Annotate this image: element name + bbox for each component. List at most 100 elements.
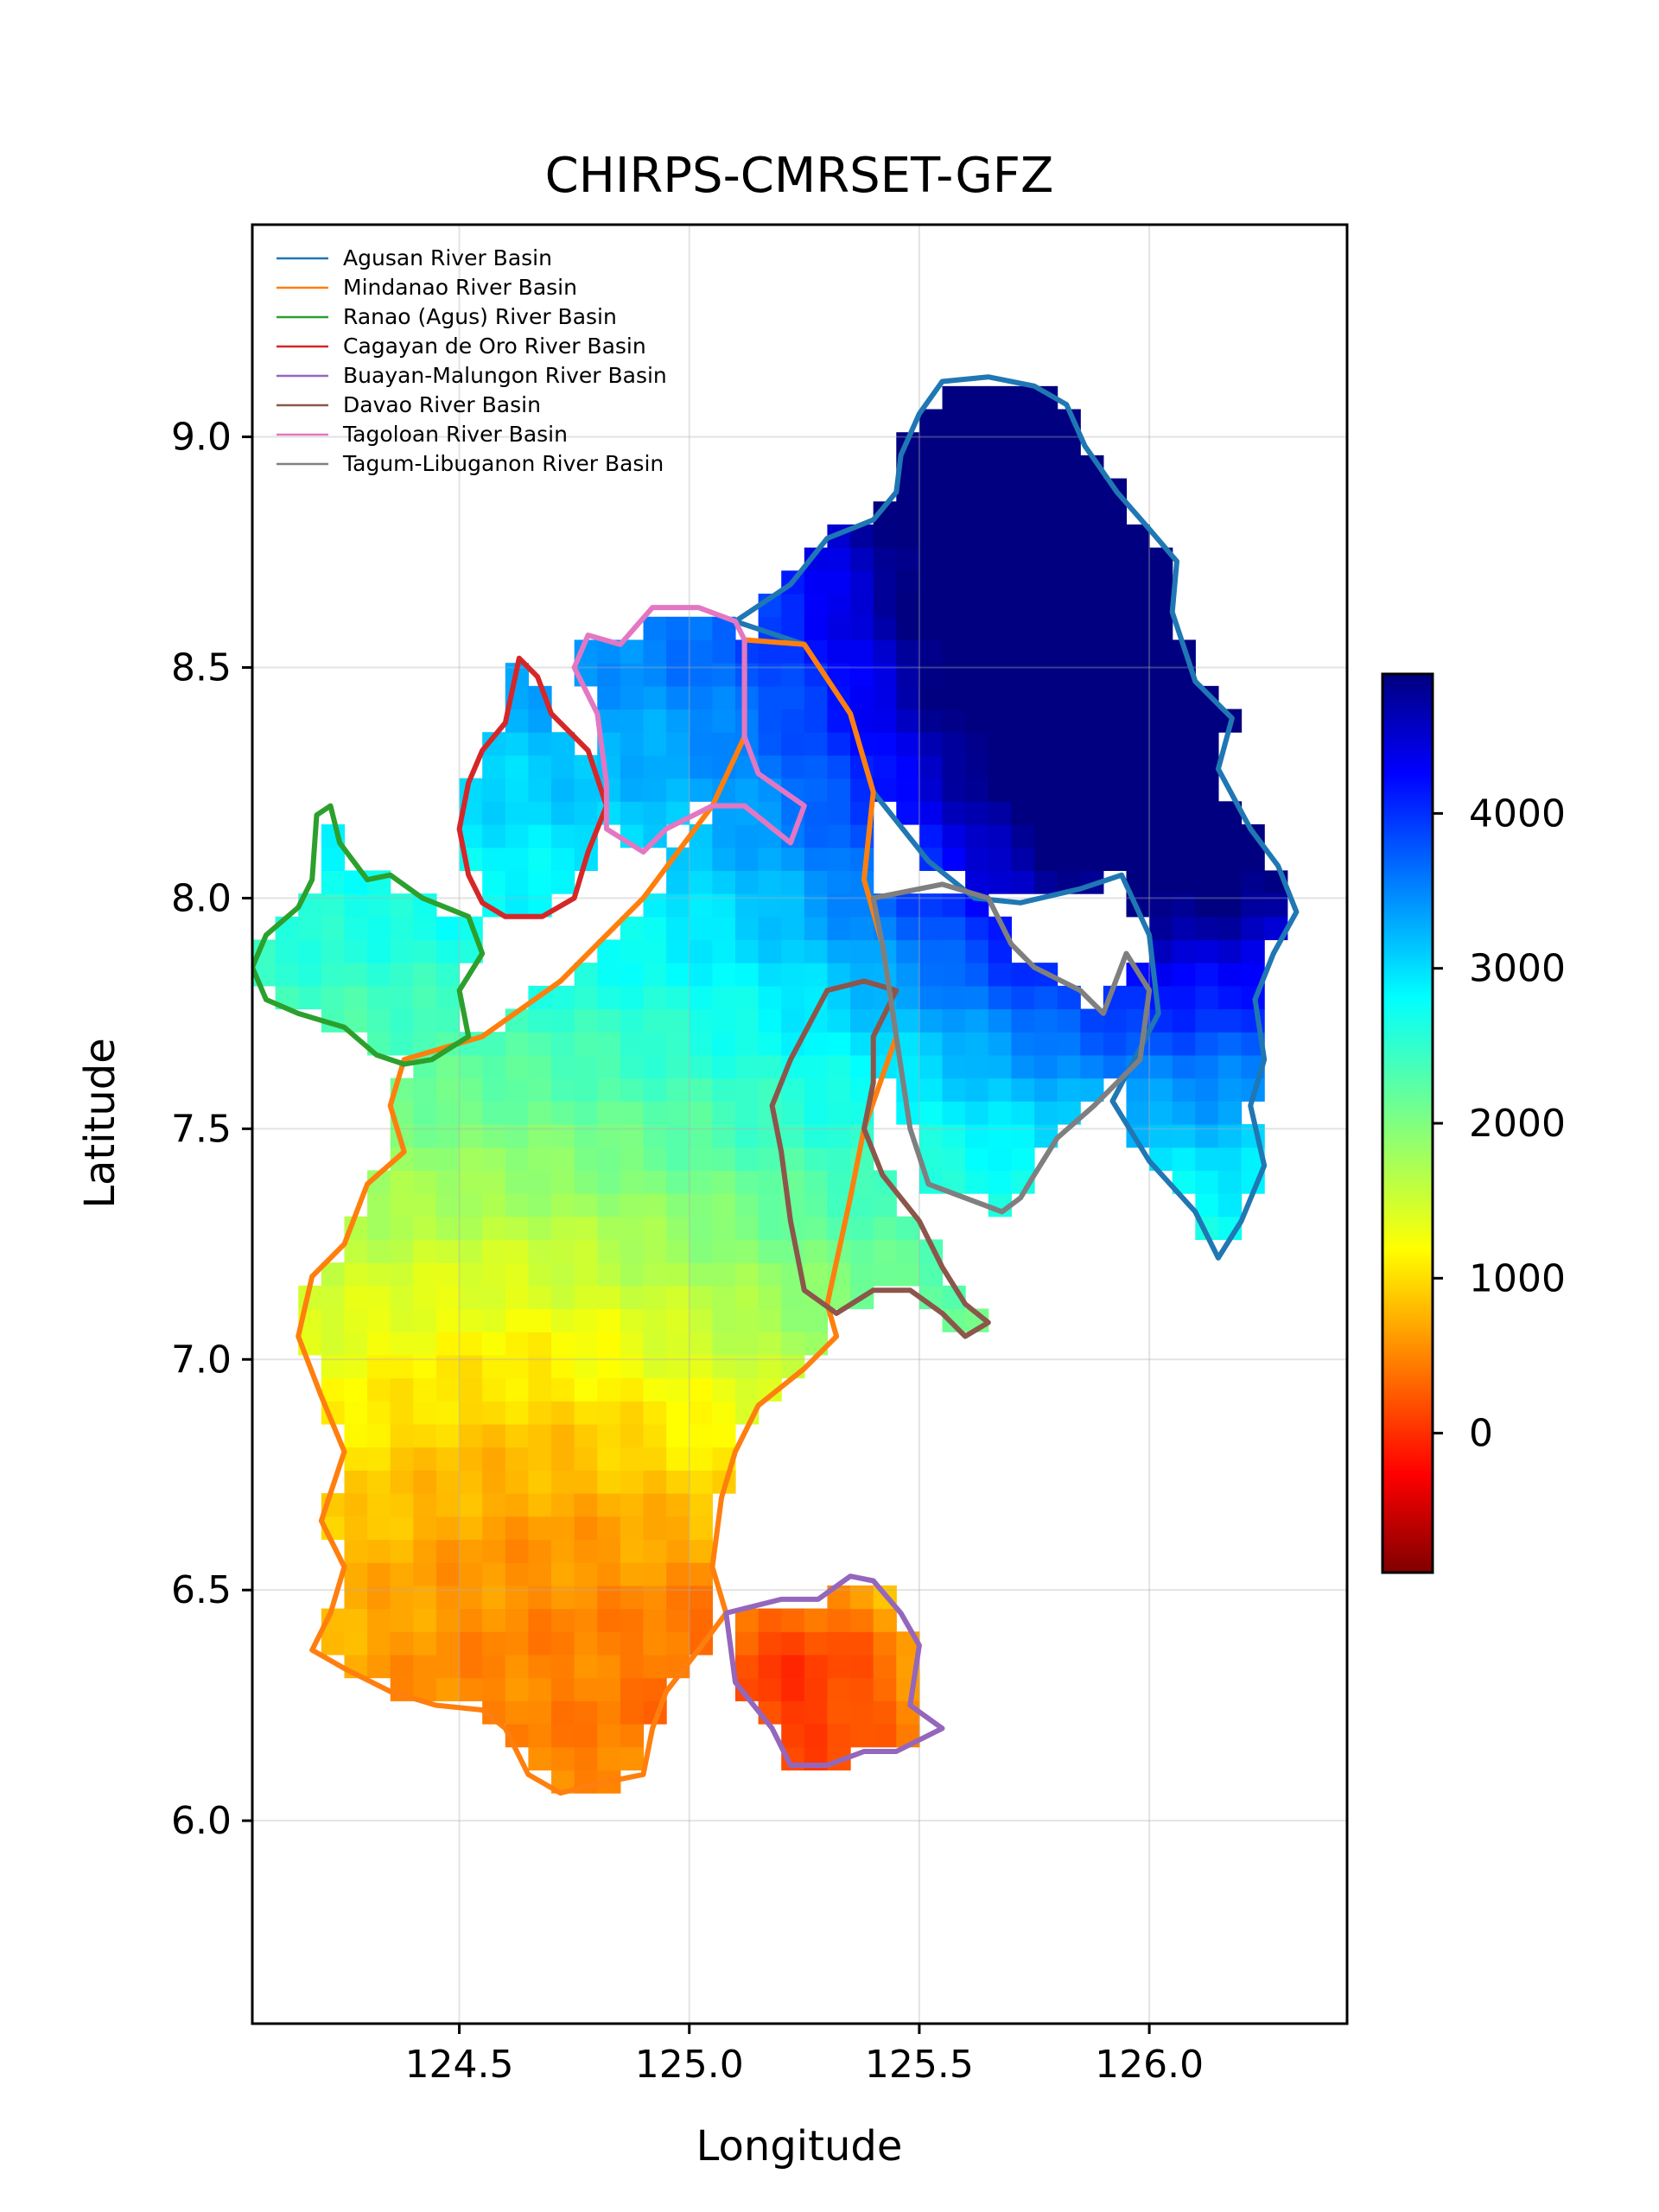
raster-cell [597,1608,621,1632]
raster-cell [643,1193,667,1217]
raster-cell [435,963,461,987]
raster-cell [574,1124,598,1148]
raster-cell [918,963,944,987]
raster-cell [505,1285,530,1310]
raster-cell [942,963,966,987]
raster-cell [505,778,530,802]
raster-cell [1080,685,1104,710]
raster-cell [1172,1077,1196,1102]
raster-cell [689,893,713,918]
raster-cell [734,870,760,894]
raster-cell [505,1332,530,1356]
raster-cell [643,893,667,918]
raster-cell [666,985,690,1010]
raster-cell [344,916,368,941]
raster-cell [505,870,530,894]
legend-entry: Agusan River Basin [343,245,552,270]
raster-cell [1057,1032,1081,1056]
raster-cell [689,778,713,802]
raster-cell [896,570,920,594]
raster-cell [620,801,645,825]
raster-cell [689,685,713,710]
raster-cell [965,478,989,502]
raster-cell [918,1101,944,1125]
raster-cell [712,1170,736,1194]
raster-cell [482,1216,506,1241]
raster-cell [620,1216,645,1241]
raster-cell [597,1585,621,1610]
raster-cell [620,1700,645,1725]
raster-cell [896,639,920,664]
raster-cell [1103,754,1128,779]
raster-cell [827,1724,851,1748]
raster-cell [643,1054,667,1079]
raster-cell [528,1608,552,1632]
raster-cell [689,616,713,641]
raster-cell [1080,778,1104,802]
raster-cell [413,1585,437,1610]
raster-cell [712,1008,736,1033]
raster-cell [942,985,966,1010]
raster-cell [482,1147,506,1171]
raster-cell [734,778,760,802]
raster-cell [918,754,944,779]
raster-cell [781,1654,805,1679]
raster-cell [413,1377,437,1402]
raster-cell [1103,501,1128,525]
raster-cell [988,685,1012,710]
raster-cell [1057,778,1081,802]
raster-cell [1195,1170,1219,1194]
raster-cell [505,1700,530,1725]
raster-cell [1057,709,1081,733]
raster-cell [390,1470,414,1494]
raster-cell [321,870,346,894]
raster-cell [482,1193,506,1217]
raster-cell [1080,616,1104,641]
raster-cell [597,1700,621,1725]
raster-cell [1217,1193,1243,1217]
raster-cell [965,1008,989,1033]
raster-cell [896,663,920,687]
raster-cell [666,893,690,918]
basin-outline-mindanao-river-basin [296,637,899,1796]
raster-cell [666,1608,690,1632]
raster-cell [505,1193,530,1217]
raster-cell [781,1677,805,1701]
raster-cell [597,963,621,987]
raster-cell [390,1539,414,1563]
raster-cell [551,1308,575,1332]
raster-cell [528,870,552,894]
raster-cell [1195,732,1219,756]
raster-cell [758,1262,782,1287]
raster-cell [988,801,1012,825]
raster-cell [643,824,667,849]
raster-cell [367,1562,391,1586]
raster-cell [643,1077,667,1102]
raster-cell [988,1008,1012,1033]
raster-cell [620,1401,645,1425]
raster-cell [712,1401,736,1425]
raster-cell [528,1377,552,1402]
colorbar-tick-label: 2000 [1469,1102,1566,1146]
raster-cell [643,1585,667,1610]
raster-cell [689,1239,713,1263]
raster-cell [482,1654,506,1679]
raster-cell [1080,570,1104,594]
raster-cell [988,663,1012,687]
raster-cell [965,501,989,525]
raster-cell [528,1216,552,1241]
raster-cell [1034,501,1058,525]
raster-cell [666,1239,690,1263]
raster-cell [435,1354,461,1379]
raster-cell [390,1562,414,1586]
raster-cell [551,1631,575,1656]
raster-cell [781,985,805,1010]
raster-cell [1195,870,1219,894]
raster-cell [551,1101,575,1125]
raster-cell [804,870,829,894]
raster-cell [505,1032,530,1056]
raster-cell [1057,1077,1081,1102]
raster-cell [459,1332,483,1356]
raster-cell [505,1562,530,1586]
raster-cell [965,1054,989,1079]
